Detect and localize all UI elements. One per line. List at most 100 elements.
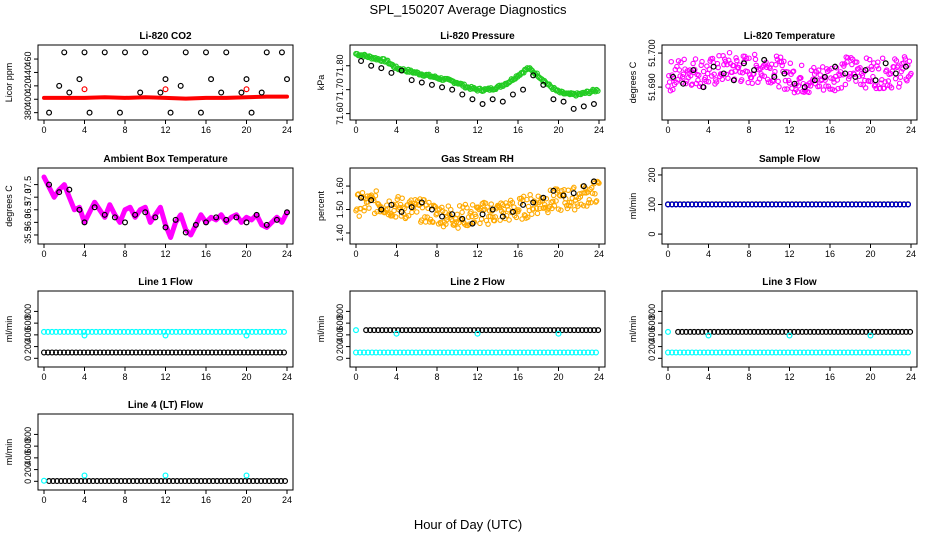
y-tick-label: 200 (23, 462, 33, 477)
data-point (243, 472, 250, 479)
data-point (812, 349, 819, 356)
data-point (743, 328, 750, 335)
data-point (710, 63, 717, 70)
data-point (891, 328, 898, 335)
data-point (863, 328, 870, 335)
series-black (363, 327, 602, 334)
y-tick-label: 51.690 (647, 73, 657, 101)
data-point (503, 327, 510, 334)
data-point (580, 202, 587, 209)
data-point (696, 349, 703, 356)
data-point (892, 349, 899, 356)
data-point (703, 78, 709, 85)
data-point (848, 201, 855, 208)
data-point (820, 87, 827, 93)
data-point (182, 478, 189, 485)
data-point (64, 349, 71, 356)
data-point (465, 349, 472, 356)
data-point (579, 327, 586, 334)
data-point (696, 83, 703, 90)
data-point (690, 67, 697, 74)
x-tick-label: 12 (784, 372, 794, 382)
data-point (674, 76, 681, 83)
data-point (192, 221, 199, 228)
data-point (489, 96, 496, 103)
data-point (415, 327, 422, 334)
data-point (851, 328, 858, 335)
data-point (243, 219, 250, 226)
data-point (530, 199, 537, 206)
data-point (684, 201, 691, 208)
series-cyan (81, 332, 250, 339)
data-point (687, 328, 694, 335)
data-point (225, 328, 232, 335)
data-point (696, 72, 702, 78)
data-point (469, 220, 476, 227)
data-point (778, 59, 785, 65)
data-point (133, 328, 140, 335)
data-point (571, 327, 578, 334)
data-point (700, 201, 707, 208)
data-point (206, 478, 213, 485)
data-point (253, 328, 260, 335)
series-cyan (353, 327, 562, 337)
data-point (767, 328, 774, 335)
y-tick-label: 36.0 (23, 214, 33, 232)
data-point (764, 76, 771, 83)
data-point (408, 77, 415, 84)
data-point (539, 327, 546, 334)
data-point (201, 349, 208, 356)
data-point (895, 328, 902, 335)
y-axis-label: ml/min (4, 316, 14, 343)
data-point (129, 349, 136, 356)
data-point (162, 86, 169, 93)
data-point (706, 66, 713, 73)
data-point (393, 349, 400, 356)
x-tick-label: 4 (706, 249, 711, 259)
data-point (876, 349, 883, 356)
x-tick-label: 24 (282, 125, 292, 135)
data-point (434, 210, 440, 217)
data-point (110, 478, 117, 485)
y-tick-label: 420 (23, 78, 33, 93)
data-point (479, 211, 486, 218)
data-point (749, 80, 755, 87)
series-black (358, 178, 597, 227)
data-point (102, 478, 109, 485)
x-tick-label: 24 (282, 249, 292, 259)
data-point (784, 201, 791, 208)
data-point (756, 349, 763, 356)
data-point (735, 64, 742, 71)
data-point (76, 349, 83, 356)
data-point (676, 201, 683, 208)
data-point (699, 58, 705, 65)
data-point (210, 478, 217, 485)
data-point (443, 327, 450, 334)
y-tick-label: 380 (23, 105, 33, 120)
data-point (705, 332, 712, 339)
data-point (860, 201, 867, 208)
data-point (230, 478, 237, 485)
data-point (138, 478, 145, 485)
data-point (141, 328, 148, 335)
data-point (867, 328, 874, 335)
data-point (358, 57, 365, 64)
data-point (902, 63, 909, 70)
data-point (249, 349, 256, 356)
data-point (683, 80, 689, 87)
x-tick-label: 12 (160, 495, 170, 505)
x-tick-label: 20 (865, 372, 875, 382)
data-point (807, 328, 814, 335)
y-tick-label: 400 (23, 327, 33, 342)
data-point (477, 349, 484, 356)
data-point (796, 201, 803, 208)
data-point (555, 327, 562, 334)
data-point (368, 197, 375, 204)
data-point (245, 349, 252, 356)
y-tick-label: 36.5 (23, 201, 33, 219)
data-point (408, 204, 415, 211)
data-point (737, 69, 743, 75)
data-point (499, 213, 506, 220)
data-point (274, 478, 281, 485)
data-point (683, 328, 690, 335)
